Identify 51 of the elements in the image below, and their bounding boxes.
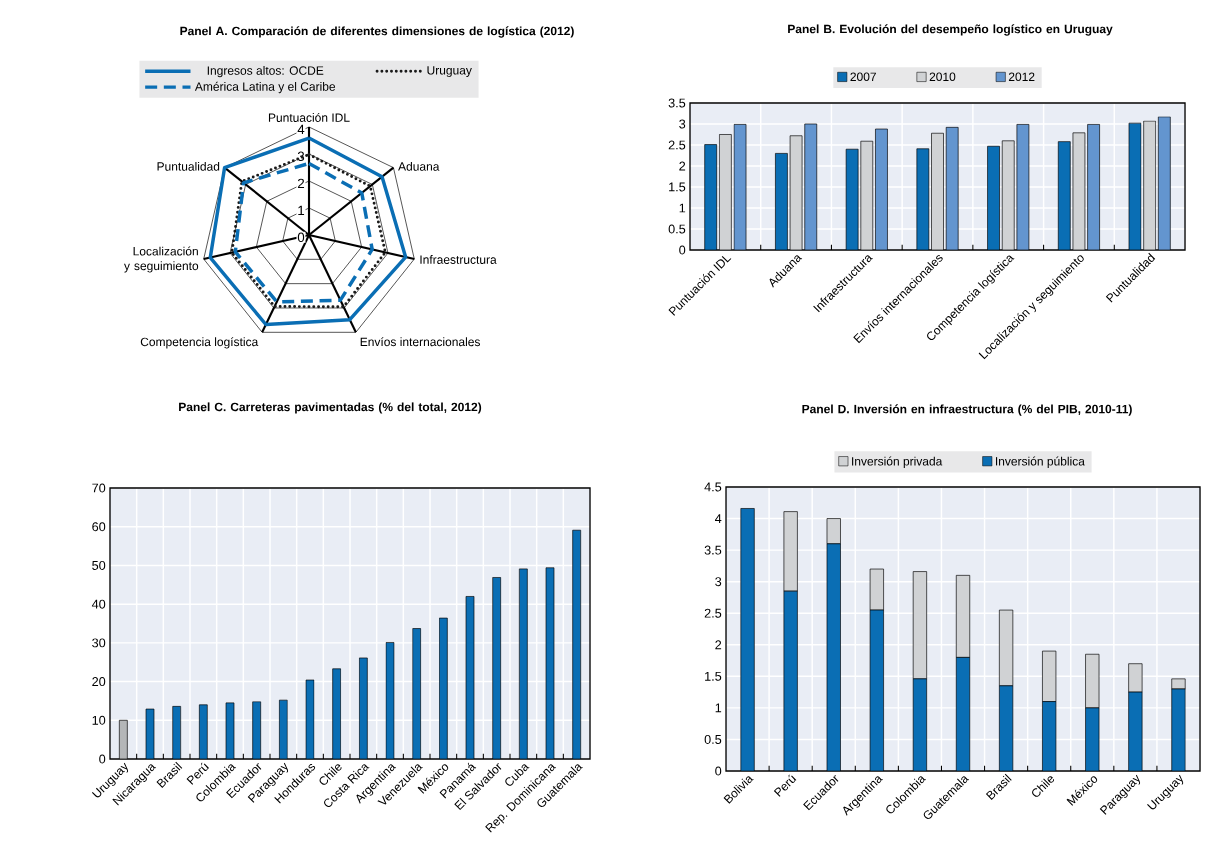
chart-title: Panel C. Carreteras pavimentadas (% del total, 2012): [179, 402, 482, 414]
y-tick-label: 3.5: [668, 98, 686, 108]
y-tick-label: 10: [92, 715, 106, 725]
y-tick-label: 0.5: [668, 224, 686, 234]
y-tick-label: 1.5: [705, 671, 722, 681]
legend-label: Ingresos altos: OCDE: [207, 65, 324, 78]
y-tick-label: 0: [297, 232, 305, 243]
y-tick-label: 4: [297, 124, 305, 135]
y-tick-label: 2: [679, 161, 686, 171]
y-tick-label: 0: [715, 766, 722, 776]
spoke-label: Competencia logística: [140, 337, 259, 349]
y-tick-label: 3: [715, 577, 722, 587]
legend-label: 2007: [850, 72, 876, 82]
y-tick-label: 0.5: [704, 734, 722, 744]
chart-title: Panel A. Comparación de diferentes dimensiones de logística (2012): [180, 26, 574, 38]
y-tick-label: 4.5: [704, 482, 722, 492]
legend-label: 2010: [929, 72, 956, 82]
spoke-label: Puntualidad: [157, 161, 220, 171]
chart-title: Panel B. Evolución del desempeño logístico en Uruguay: [788, 24, 1113, 36]
y-tick-label: 0: [679, 245, 686, 255]
spoke-label: Aduana: [398, 161, 440, 171]
y-tick-label: 3: [679, 119, 686, 129]
legend-label: Inversión pública: [995, 456, 1085, 468]
spoke-label: Puntuación IDL: [268, 112, 350, 122]
y-tick-label: 40: [91, 599, 106, 609]
y-tick-label: 2: [715, 640, 722, 650]
bar: [916, 148, 930, 250]
chart-title: Panel D. Inversión en infraestructura (% del PIB, 2010-11): [802, 404, 1132, 416]
y-tick-label: 60: [92, 522, 106, 532]
legend-label: 2012: [1008, 72, 1035, 82]
bar: [987, 145, 1000, 250]
bar: [704, 144, 718, 250]
y-tick-label: 3.5: [704, 545, 722, 555]
y-tick-label: 2.5: [668, 140, 686, 150]
legend-label: Uruguay: [427, 66, 472, 77]
y-tick-label: 0: [99, 754, 106, 764]
y-tick-label: 2: [297, 178, 305, 189]
legend-label: Inversión privada: [852, 456, 943, 468]
y-tick-label: 1: [715, 703, 722, 713]
y-tick-label: 1.5: [669, 182, 686, 192]
legend-label: América Latina y el Caribe: [194, 81, 336, 94]
y-tick-label: 70: [92, 483, 106, 493]
y-tick-label: 4: [714, 514, 722, 523]
y-tick-label: 50: [92, 560, 106, 570]
bar: [1057, 141, 1071, 250]
y-tick-label: 20: [92, 677, 106, 687]
y-tick-label: 2.5: [704, 608, 722, 618]
bar: [775, 153, 788, 250]
y-tick-label: 1: [298, 205, 305, 216]
y-tick-label: 30: [92, 638, 106, 648]
y-tick-label: 1: [679, 203, 686, 213]
